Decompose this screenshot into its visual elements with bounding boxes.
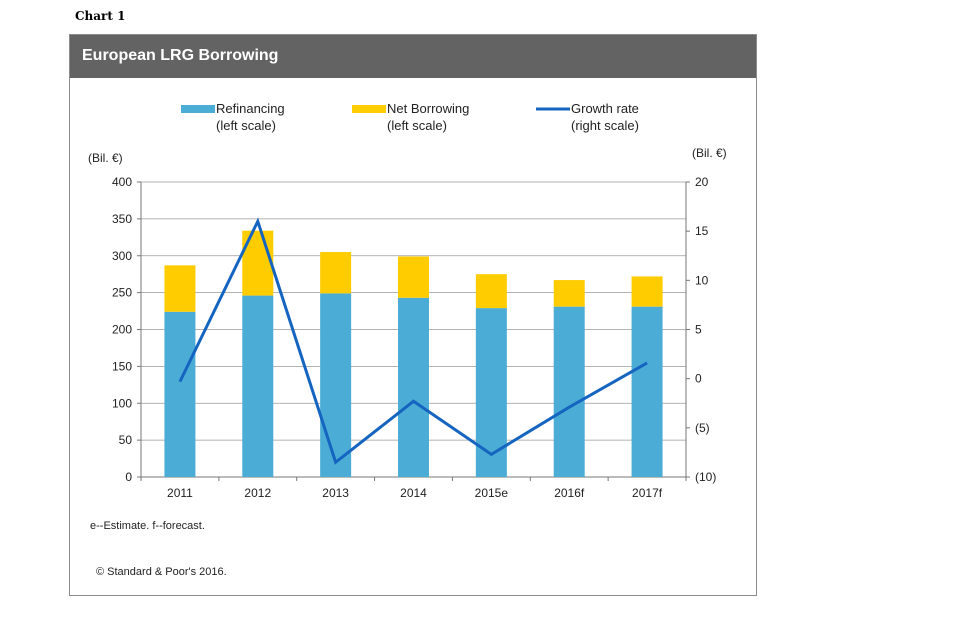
left-axis-tick-label: 300 — [112, 249, 132, 263]
refinancing-bar — [398, 297, 429, 477]
legend-sublabel-growth-rate: (right scale) — [571, 118, 639, 133]
legend-label-refinancing: Refinancing — [216, 101, 285, 116]
left-axis-tick-label: 50 — [119, 433, 133, 447]
refinancing-bar — [320, 293, 352, 477]
x-axis-tick-label: 2014 — [400, 486, 427, 500]
left-axis-label: (Bil. €) — [88, 151, 123, 165]
x-axis-tick-label: 2013 — [322, 486, 349, 500]
left-axis-tick-label: 400 — [112, 175, 132, 189]
left-axis-tick-label: 250 — [112, 286, 132, 300]
legend-swatch-refinancing — [181, 105, 215, 113]
legend-sublabel-refinancing: (left scale) — [216, 118, 276, 133]
net-borrowing-bar — [553, 280, 585, 307]
refinancing-bar — [553, 306, 585, 477]
x-axis-tick-label: 2016f — [554, 486, 585, 500]
right-axis-tick-label: 10 — [695, 273, 709, 287]
left-axis-tick-label: 0 — [125, 470, 132, 484]
refinancing-bar — [242, 295, 274, 477]
right-axis-tick-label: 0 — [695, 372, 702, 386]
net-borrowing-bar — [398, 256, 429, 298]
chart-number-label: Chart 1 — [75, 9, 126, 23]
chart-title: European LRG Borrowing — [82, 47, 279, 64]
chart-title-bar: European LRG Borrowing — [70, 35, 756, 78]
net-borrowing-bar — [475, 274, 507, 309]
left-axis-tick-label: 150 — [112, 359, 132, 373]
x-axis-tick-label: 2011 — [167, 486, 193, 500]
left-axis-tick-label: 100 — [112, 396, 132, 410]
right-axis-label: (Bil. €) — [692, 146, 727, 160]
refinancing-bar — [164, 311, 196, 477]
copyright-note: © Standard & Poor's 2016. — [96, 566, 227, 578]
x-axis-tick-label: 2015e — [475, 486, 509, 500]
left-axis-tick-label: 200 — [112, 323, 132, 337]
right-axis-tick-label: 15 — [695, 224, 709, 238]
legend-label-growth-rate: Growth rate — [571, 101, 639, 116]
legend-swatch-net-borrowing — [352, 105, 386, 113]
right-axis-tick-label: 20 — [695, 175, 709, 189]
right-axis-tick-label: 5 — [695, 323, 702, 337]
net-borrowing-bar — [631, 276, 663, 307]
estimate-note: e--Estimate. f--forecast. — [90, 520, 205, 532]
left-axis-tick-label: 350 — [112, 212, 132, 226]
x-axis-tick-label: 2012 — [244, 486, 271, 500]
legend-label-net-borrowing: Net Borrowing — [387, 101, 469, 116]
net-borrowing-bar — [164, 265, 196, 312]
x-axis-tick-label: 2017f — [632, 486, 663, 500]
net-borrowing-bar — [320, 252, 352, 294]
right-axis-tick-label: (5) — [695, 421, 710, 435]
refinancing-bar — [631, 306, 663, 477]
right-axis-tick-label: (10) — [695, 470, 716, 484]
refinancing-bar — [475, 308, 507, 477]
legend-sublabel-net-borrowing: (left scale) — [387, 118, 447, 133]
